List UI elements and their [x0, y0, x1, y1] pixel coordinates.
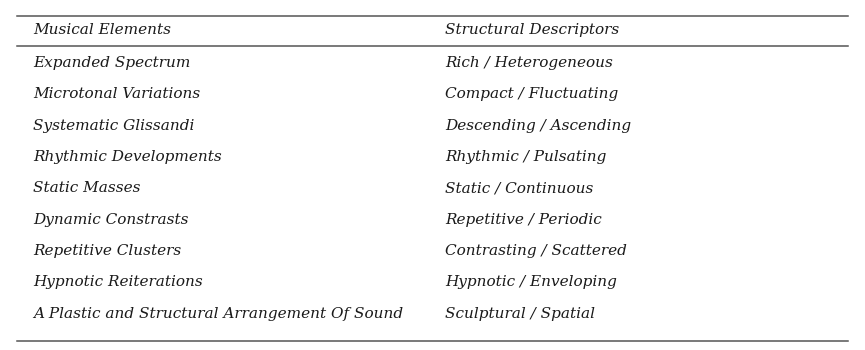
Text: Static / Continuous: Static / Continuous	[445, 181, 594, 195]
Text: Expanded Spectrum: Expanded Spectrum	[33, 56, 190, 70]
Text: Descending / Ascending: Descending / Ascending	[445, 119, 631, 133]
Text: Contrasting / Scattered: Contrasting / Scattered	[445, 244, 627, 258]
Text: Hypnotic / Enveloping: Hypnotic / Enveloping	[445, 275, 618, 289]
Text: Repetitive Clusters: Repetitive Clusters	[33, 244, 181, 258]
Text: Structural Descriptors: Structural Descriptors	[445, 23, 619, 37]
Text: Compact / Fluctuating: Compact / Fluctuating	[445, 88, 618, 102]
Text: Rhythmic / Pulsating: Rhythmic / Pulsating	[445, 150, 607, 164]
Text: Systematic Glissandi: Systematic Glissandi	[33, 119, 195, 133]
Text: Repetitive / Periodic: Repetitive / Periodic	[445, 213, 602, 227]
Text: Hypnotic Reiterations: Hypnotic Reiterations	[33, 275, 202, 289]
Text: Rich / Heterogeneous: Rich / Heterogeneous	[445, 56, 613, 70]
Text: Musical Elements: Musical Elements	[33, 23, 171, 37]
Text: A Plastic and Structural Arrangement Of Sound: A Plastic and Structural Arrangement Of …	[33, 307, 403, 321]
Text: Static Masses: Static Masses	[33, 181, 140, 195]
Text: Dynamic Constrasts: Dynamic Constrasts	[33, 213, 189, 227]
Text: Microtonal Variations: Microtonal Variations	[33, 88, 200, 102]
Text: Sculptural / Spatial: Sculptural / Spatial	[445, 307, 595, 321]
Text: Rhythmic Developments: Rhythmic Developments	[33, 150, 221, 164]
